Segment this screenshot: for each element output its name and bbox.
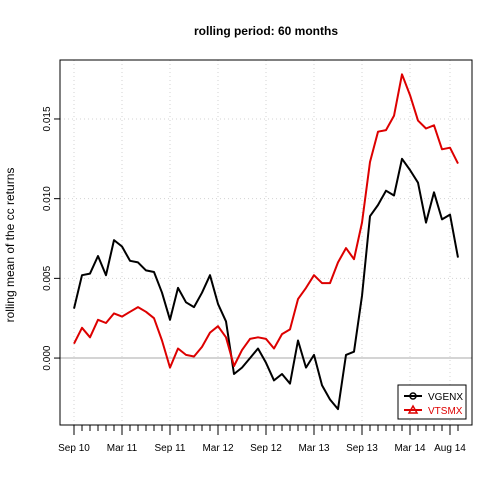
y-tick-label: 0.000: [42, 345, 53, 370]
series-line-vtsmx: [73, 73, 459, 369]
legend-marker-vgenx: [409, 392, 417, 400]
y-tick-label: 0.015: [42, 106, 53, 131]
y-axis-label: rolling mean of the cc returns: [3, 168, 17, 323]
grid: [60, 60, 472, 425]
y-axis: 0.000 0.005 0.010 0.015: [42, 106, 60, 371]
x-tick-label: Mar 13: [298, 443, 330, 454]
series-layer: [73, 73, 459, 411]
x-tick-label: Mar 11: [107, 443, 138, 454]
y-tick-label: 0.005: [42, 265, 53, 290]
legend-label-vtsmx: VTSMX: [428, 406, 463, 417]
x-tick-label: Mar 14: [394, 443, 426, 454]
x-tick-label: Sep 12: [250, 443, 282, 454]
legend-marker-vtsmx: [407, 404, 419, 414]
x-tick-label: Mar 12: [202, 443, 234, 454]
x-tick-label: Sep 13: [346, 443, 378, 454]
legend-label-vgenx: VGENX: [428, 392, 463, 403]
series-line-vgenx: [73, 157, 459, 411]
plot-frame: [59, 59, 473, 426]
y-tick-label: 0.010: [42, 186, 53, 211]
x-tick-label: Sep 10: [58, 443, 90, 454]
x-tick-label: Aug 14: [434, 443, 466, 454]
x-tick-label: Sep 11: [155, 443, 186, 454]
legend: VGENX VTSMX: [397, 384, 467, 420]
x-axis: Sep 10 Mar 11 Sep 11 Mar 12 Sep 12 Mar 13 Sep …: [58, 425, 466, 454]
chart-title: rolling period: 60 months: [194, 24, 338, 38]
